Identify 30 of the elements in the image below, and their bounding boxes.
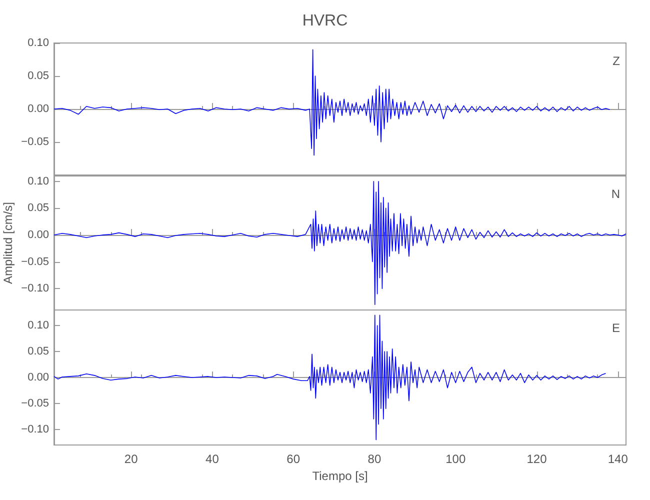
- x-tick-label: 60: [286, 452, 300, 466]
- y-tick-label: −0.10: [21, 423, 49, 436]
- y-tick-label: 0.10: [28, 37, 49, 49]
- x-tick-label: 40: [206, 452, 220, 466]
- x-tick-label: 20: [124, 452, 138, 466]
- line-series: [54, 49, 610, 156]
- y-tick-label: −0.10: [21, 282, 49, 295]
- line-series: [54, 314, 606, 440]
- y-tick-label: −0.05: [21, 256, 49, 268]
- y-tick-label: 0.10: [28, 175, 49, 188]
- y-tick-label: −0.05: [21, 136, 49, 148]
- annotation: N: [611, 187, 620, 201]
- y-tick-label: 0.05: [28, 70, 49, 82]
- y-axis-title: Amplitud [cm/s]: [1, 202, 15, 284]
- x-tick-label: 100: [446, 452, 466, 466]
- chart-title: HVRC: [302, 12, 348, 30]
- y-tick-label: 0.00: [28, 372, 49, 384]
- x-tick-label: 80: [368, 452, 382, 466]
- y-tick-label: −0.05: [21, 397, 49, 410]
- x-tick-label: 140: [608, 452, 628, 466]
- y-tick-label: 0.00: [28, 103, 49, 115]
- annotation: E: [612, 321, 620, 335]
- x-tick-label: 120: [526, 452, 548, 466]
- y-tick-label: 0.05: [28, 346, 49, 358]
- y-tick-label: 0.05: [28, 202, 49, 214]
- annotation: Z: [612, 54, 620, 68]
- y-tick-label: 0.10: [28, 320, 49, 332]
- y-tick-label: 0.00: [28, 228, 49, 241]
- line-series: [54, 180, 626, 306]
- x-axis-title: Tiempo [s]: [312, 468, 368, 483]
